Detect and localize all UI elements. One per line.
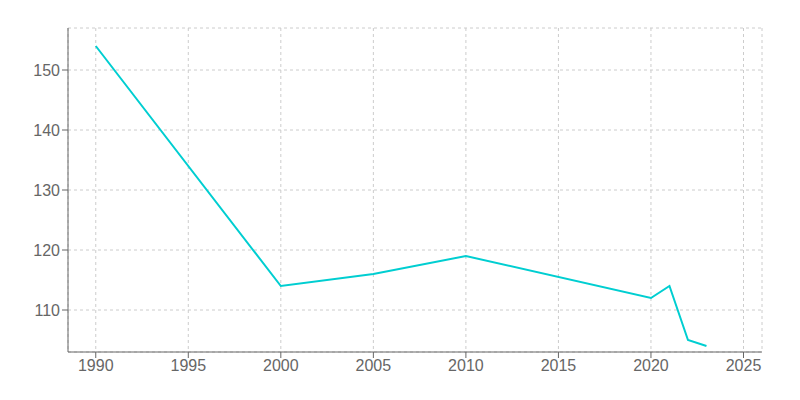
svg-text:2020: 2020 xyxy=(633,357,669,374)
svg-text:2010: 2010 xyxy=(448,357,484,374)
svg-text:150: 150 xyxy=(33,62,60,79)
svg-text:2000: 2000 xyxy=(263,357,299,374)
svg-text:140: 140 xyxy=(33,122,60,139)
svg-text:2005: 2005 xyxy=(356,357,392,374)
svg-text:2015: 2015 xyxy=(541,357,577,374)
svg-text:1990: 1990 xyxy=(78,357,114,374)
svg-text:1995: 1995 xyxy=(170,357,206,374)
svg-text:130: 130 xyxy=(33,182,60,199)
svg-text:110: 110 xyxy=(34,302,60,319)
svg-text:120: 120 xyxy=(33,242,60,259)
svg-text:2025: 2025 xyxy=(726,357,762,374)
